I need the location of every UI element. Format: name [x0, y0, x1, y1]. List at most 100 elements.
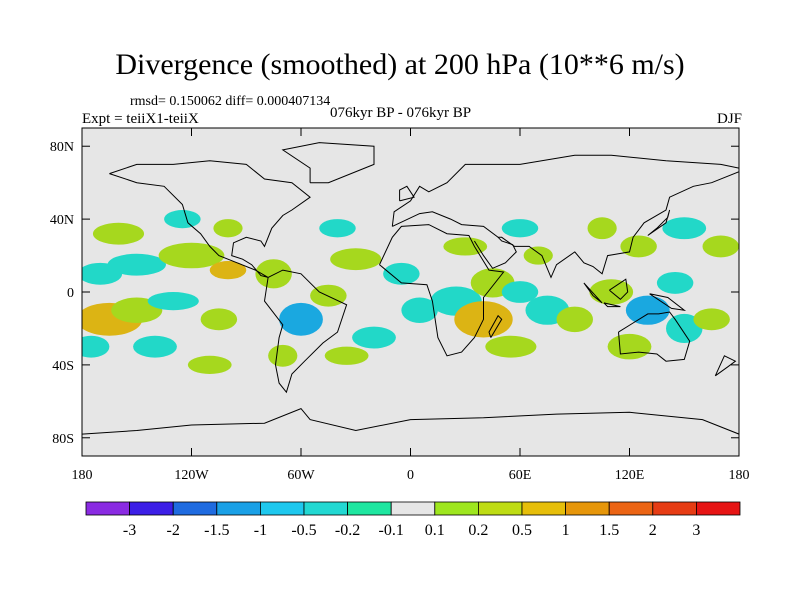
field-blob	[255, 259, 292, 289]
field-blob	[92, 222, 145, 245]
colorbar-label: -2	[167, 522, 180, 539]
field-blob	[209, 261, 247, 280]
colorbar-label: -1	[254, 522, 267, 539]
field-blob	[620, 235, 657, 258]
colorbar-swatch	[303, 501, 348, 516]
field-blob	[607, 333, 652, 360]
colorbar-swatch	[565, 501, 610, 516]
field-blob	[443, 237, 488, 256]
x-tick-label: 120E	[615, 468, 645, 483]
field-blob	[523, 246, 553, 265]
colorbar-label: -3	[123, 522, 136, 539]
divergence-field	[82, 210, 739, 374]
season-label: DJF	[716, 111, 742, 127]
coastlines	[82, 142, 739, 435]
coastline	[649, 293, 687, 311]
x-tick-label: 120W	[174, 468, 209, 483]
colorbar-label: -0.1	[379, 522, 404, 539]
field-blob	[319, 219, 356, 238]
field-blob	[164, 210, 201, 229]
field-blob	[666, 313, 703, 344]
field-blob	[556, 306, 593, 333]
field-blob	[352, 326, 396, 349]
coastline	[603, 302, 621, 308]
colorbar-swatch	[652, 501, 697, 516]
coastline	[473, 236, 517, 269]
y-tick-label: 0	[67, 286, 74, 301]
x-tick-label: 180	[72, 468, 93, 483]
coastline	[109, 160, 311, 278]
colorbar-label: 0.2	[468, 522, 488, 539]
y-tick-label: 80S	[52, 432, 74, 447]
coastline	[399, 185, 415, 202]
field-blob	[279, 302, 323, 336]
field-blob	[383, 262, 420, 285]
field-blob	[693, 308, 730, 331]
colorbar-swatch	[608, 501, 654, 516]
coastline	[488, 314, 503, 338]
y-tick-label: 40S	[52, 359, 74, 374]
colorbar-label: 1.5	[599, 522, 619, 539]
coastline	[82, 408, 739, 435]
field-blob	[187, 355, 232, 374]
field-blob	[147, 292, 199, 311]
coastline	[647, 209, 671, 236]
y-tick-label: 40N	[50, 213, 74, 228]
colorbar-swatch	[696, 501, 741, 516]
colorbar-label: -0.2	[335, 522, 360, 539]
stats-text: rmsd= 0.150062 diff= 0.000407134	[130, 94, 331, 109]
plot-title: Divergence (smoothed) at 200 hPa (10**6 …	[115, 48, 685, 81]
field-blob	[200, 308, 238, 331]
colorbar-swatch	[521, 501, 566, 516]
coastline	[609, 278, 629, 300]
colorbar-swatch	[129, 501, 174, 516]
field-blob	[158, 242, 225, 269]
x-tick-label: 60E	[509, 468, 532, 483]
field-blob	[133, 335, 177, 358]
field-blob	[702, 235, 739, 258]
field-blob	[501, 219, 539, 238]
map-background	[82, 128, 739, 456]
colorbar-label: 1	[562, 522, 570, 539]
colorbar-swatch	[347, 501, 392, 516]
colorbar-label: -1.5	[204, 522, 229, 539]
x-tick-label: 180	[729, 468, 750, 483]
field-blob	[330, 248, 382, 271]
field-blob	[501, 281, 539, 303]
colorbar-label: 0.1	[425, 522, 445, 539]
colorbar-label: 0.5	[512, 522, 532, 539]
period-label: 076kyr BP - 076kyr BP	[330, 105, 472, 121]
colorbar-swatch	[477, 501, 523, 516]
field-blob	[662, 217, 707, 240]
field-blob	[268, 344, 298, 367]
field-blob	[213, 219, 243, 238]
colorbar-swatch	[172, 501, 218, 516]
coastline	[583, 282, 603, 304]
colorbar-label: 2	[649, 522, 657, 539]
experiment-label: Expt = teiiX1-teiiX	[82, 111, 199, 127]
coastline	[714, 355, 737, 377]
field-blob	[82, 335, 110, 358]
coastline	[263, 269, 348, 394]
colorbar-swatch	[85, 501, 130, 516]
field-blob	[587, 217, 617, 240]
colorbar-swatch	[259, 501, 305, 516]
field-blob	[485, 335, 537, 358]
colorbar-swatch	[390, 501, 436, 516]
y-tick-label: 80N	[50, 140, 74, 155]
x-axis: 180 120W 60W 0 60E 120E 180	[72, 128, 750, 483]
colorbar-label: 3	[692, 522, 700, 539]
colorbar: -3 -2 -1.5 -1 -0.5 -0.2 -0.1 0.1 0.2 0.5 1 1.5 2 3	[85, 501, 741, 539]
x-tick-label: 0	[407, 468, 414, 483]
field-blob	[401, 297, 438, 323]
map-area	[82, 128, 739, 456]
field-blob	[107, 253, 166, 276]
coastline	[281, 142, 375, 184]
field-blob	[324, 346, 369, 365]
x-tick-label: 60W	[287, 468, 315, 483]
field-blob	[625, 295, 670, 325]
coastline	[379, 224, 505, 357]
field-blob	[656, 271, 694, 294]
colorbar-label: -0.5	[291, 522, 316, 539]
